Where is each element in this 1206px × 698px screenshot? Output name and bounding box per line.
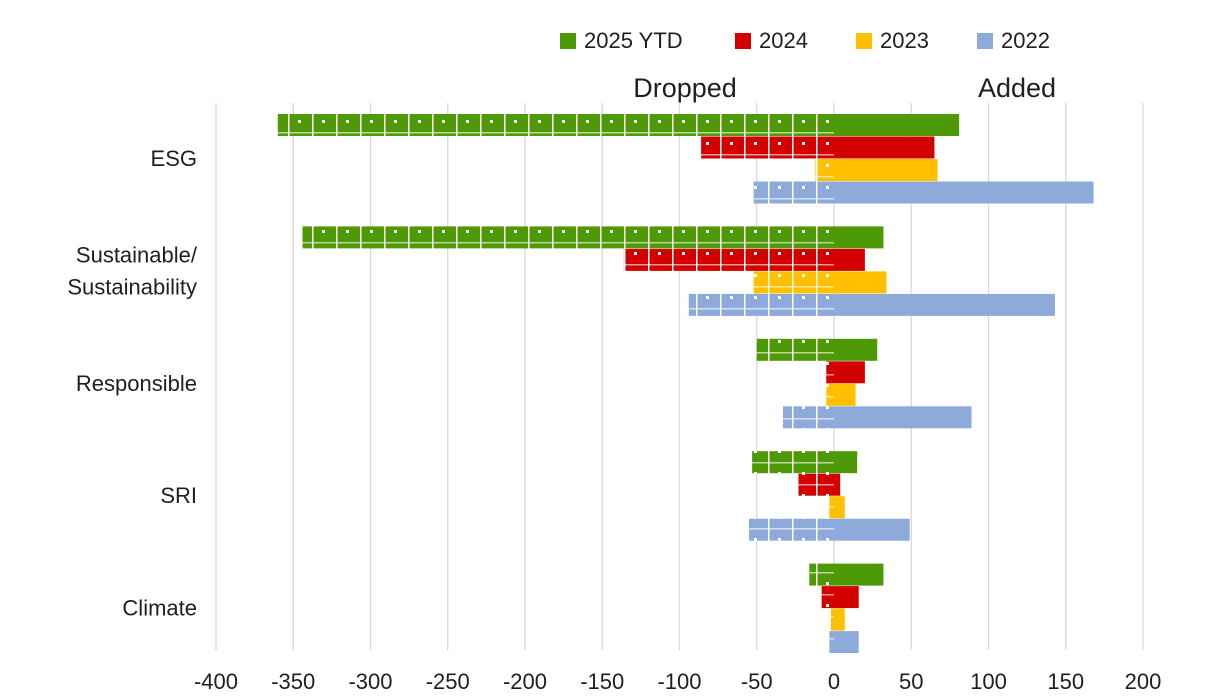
bar-dropped-2024-climate bbox=[821, 586, 834, 609]
bar-added-2023-esg bbox=[834, 159, 938, 181]
category-label-sustainable-sustainability: Sustainability bbox=[67, 274, 197, 299]
category-label-sustainable-sustainability: Sustainable/ bbox=[76, 242, 198, 267]
bar-dropped-2023-responsible bbox=[826, 383, 834, 406]
bar-dropped-2024-sri bbox=[798, 473, 834, 496]
x-tick-labels: -400 -350 -300 -250 -200 -150 -100 -50 0 50 100 150… bbox=[194, 669, 1161, 694]
category-labels: ESG Sustainable/Sustainability Responsible… bbox=[67, 146, 198, 621]
bar-dropped-2024-esg bbox=[701, 136, 834, 159]
x-tick-label: 0 bbox=[828, 669, 840, 694]
dropped-label: Dropped bbox=[633, 73, 737, 103]
bar-dropped-2025-ytd-sustainable-sustainability bbox=[302, 226, 834, 249]
bar-added-2024-climate bbox=[834, 586, 859, 609]
bar-added-2022-esg bbox=[834, 181, 1094, 204]
bar-dropped-2024-sustainable-sustainability bbox=[623, 248, 834, 271]
x-tick-label: 100 bbox=[970, 669, 1007, 694]
legend-label-2025ytd: 2025 YTD bbox=[584, 28, 683, 53]
bar-added-2023-sri bbox=[834, 496, 845, 519]
bar-dropped-2025-ytd-climate bbox=[809, 563, 834, 586]
legend-label-2023: 2023 bbox=[880, 28, 929, 53]
bar-added-2022-responsible bbox=[834, 406, 972, 429]
legend-swatch-2023 bbox=[856, 33, 872, 49]
added-label: Added bbox=[978, 73, 1056, 103]
bar-added-2025-ytd-responsible bbox=[834, 338, 878, 361]
bar-dropped-2023-esg bbox=[815, 159, 834, 181]
x-tick-label: -200 bbox=[503, 669, 547, 694]
bar-dropped-2024-responsible bbox=[826, 361, 834, 384]
bar-added-2025-ytd-esg bbox=[834, 114, 960, 136]
bar-added-2024-sustainable-sustainability bbox=[834, 248, 865, 271]
x-tick-label: 50 bbox=[899, 669, 923, 694]
bar-dropped-2025-ytd-sri bbox=[752, 451, 834, 474]
category-label-climate: Climate bbox=[122, 596, 197, 621]
x-tick-label: -350 bbox=[271, 669, 315, 694]
bar-added-2024-esg bbox=[834, 136, 935, 159]
bars bbox=[277, 114, 1094, 654]
x-tick-label: -400 bbox=[194, 669, 238, 694]
x-tick-label: -100 bbox=[657, 669, 701, 694]
bar-dropped-2023-sri bbox=[829, 496, 834, 519]
bar-added-2025-ytd-sri bbox=[834, 451, 858, 474]
legend-swatch-2025ytd bbox=[560, 33, 576, 49]
bar-dropped-2025-ytd-responsible bbox=[756, 338, 834, 361]
bar-added-2022-climate bbox=[834, 631, 859, 654]
category-label-sri: SRI bbox=[160, 483, 197, 508]
bar-dropped-2023-sustainable-sustainability bbox=[753, 271, 834, 294]
x-tick-label: 150 bbox=[1047, 669, 1084, 694]
x-tick-label: 200 bbox=[1125, 669, 1162, 694]
bar-added-2025-ytd-climate bbox=[834, 563, 884, 586]
legend-swatch-2024 bbox=[735, 33, 751, 49]
category-label-esg: ESG bbox=[151, 146, 197, 171]
x-tick-label: -300 bbox=[348, 669, 392, 694]
legend: 2025 YTD 2024 2023 2022 bbox=[560, 28, 1050, 53]
x-tick-label: -150 bbox=[580, 669, 624, 694]
bar-dropped-2022-responsible bbox=[783, 406, 834, 429]
bar-added-2023-responsible bbox=[834, 383, 856, 406]
bar-dropped-2025-ytd-esg bbox=[277, 114, 834, 136]
bar-added-2024-responsible bbox=[834, 361, 865, 384]
x-tick-label: -50 bbox=[741, 669, 773, 694]
legend-swatch-2022 bbox=[977, 33, 993, 49]
bar-dropped-2023-climate bbox=[830, 608, 834, 631]
bar-dropped-2022-sustainable-sustainability bbox=[688, 293, 834, 316]
x-tick-label: -250 bbox=[426, 669, 470, 694]
bar-added-2022-sustainable-sustainability bbox=[834, 293, 1055, 316]
bar-dropped-2022-esg bbox=[753, 181, 834, 204]
legend-label-2022: 2022 bbox=[1001, 28, 1050, 53]
bar-added-2022-sri bbox=[834, 518, 910, 541]
bar-dropped-2022-climate bbox=[829, 631, 834, 654]
category-label-responsible: Responsible bbox=[76, 371, 197, 396]
bar-dropped-2022-sri bbox=[749, 518, 834, 541]
bar-added-2023-climate bbox=[834, 608, 845, 631]
legend-label-2024: 2024 bbox=[759, 28, 808, 53]
bar-added-2025-ytd-sustainable-sustainability bbox=[834, 226, 884, 249]
bar-added-2024-sri bbox=[834, 473, 841, 496]
bar-added-2023-sustainable-sustainability bbox=[834, 271, 887, 294]
